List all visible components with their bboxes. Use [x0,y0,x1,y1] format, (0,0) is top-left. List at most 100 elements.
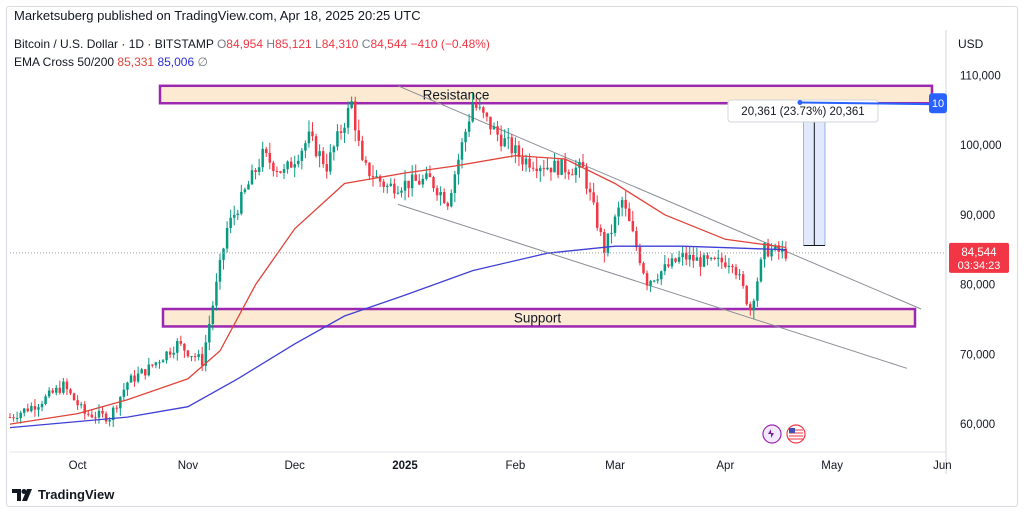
candle-body [368,162,371,177]
candle-body [183,343,186,351]
candle-body [489,116,492,130]
candle-body [613,216,617,233]
candle-body [553,160,556,173]
candle-body [510,137,514,154]
candle-body [58,387,62,393]
candle-body [236,213,240,215]
candle-body [314,136,318,157]
price-tag [949,242,1009,273]
candle-body [734,267,738,276]
trendline-lower [397,203,908,369]
candle-body [250,170,254,185]
candle-body [418,180,421,185]
candle-body [492,126,496,130]
candle-body [119,396,122,409]
candle-body [628,208,631,222]
candle-body [115,407,119,409]
candle-body [339,131,343,133]
candle-body [154,362,158,366]
candle-body [325,164,328,172]
candle-body [410,174,414,189]
close-value: 84,544 [370,37,408,51]
candle-body [151,364,154,366]
candle-body [556,160,560,175]
candle-body [247,184,250,190]
candle-body [521,156,524,165]
candle-body [777,245,780,252]
price-tag-value: 84,544 [961,247,997,259]
candle-body [588,188,592,193]
candle-body [610,232,613,234]
close-label: C [361,37,371,51]
candle-body [158,362,161,364]
candle-body [272,162,275,172]
candle-body [606,233,610,254]
candle-body [635,231,638,248]
candle-body [83,404,86,414]
candle-body [87,413,90,415]
candle-body [414,174,417,181]
candle-body [603,232,606,254]
candle-body [172,352,175,355]
candle-body [745,285,748,305]
candle-body [353,101,357,131]
candle-body [165,351,168,361]
y-tick-label: 100,000 [960,140,1002,152]
candle-body [190,356,193,358]
candle-body [101,410,104,414]
candle-body [400,190,403,193]
tradingview-logo[interactable]: TradingView [12,487,114,502]
candle-body [371,176,375,178]
candle-body [200,354,204,366]
candle-body [699,257,702,267]
candle-body [674,258,677,262]
open-label: O [216,37,227,51]
blue-level-anchor [797,100,803,106]
candle-body [638,247,642,264]
candle-body [94,417,97,419]
candle-body [97,410,101,418]
candle-body [763,242,766,260]
candle-body [76,400,79,406]
measure-tooltip-text: 20,361 (23.73%) 20,361 [741,106,864,118]
candle-body [578,161,581,168]
candle-body [336,131,339,147]
candle-body [179,341,183,344]
symbol-name[interactable]: Bitcoin / U.S. Dollar · 1D · BITSTAMP [14,37,214,51]
candle-body [403,180,407,191]
candle-body [482,107,485,113]
candle-body [574,167,578,176]
support-label: Support [514,311,562,326]
candle-body [770,249,773,257]
indicator-name[interactable]: EMA Cross 50/200 [14,55,115,69]
high-value: 85,121 [275,37,312,51]
candle-body [44,396,47,404]
y-tick-label: 60,000 [960,419,995,431]
candle-body [702,255,706,267]
x-tick-label: Mar [605,460,625,472]
candle-body [382,181,385,187]
currency-label[interactable]: USD [958,37,984,51]
candle-body [563,159,567,173]
candle-body [19,412,22,418]
candle-body [741,274,745,286]
candle-body [243,189,247,192]
candle-body [620,199,624,208]
candle-body [546,167,549,170]
x-tick-label: 2025 [392,460,418,472]
x-tick-label: Dec [284,460,305,472]
candle-body [357,130,361,141]
candle-body [439,192,442,196]
candle-body [79,404,83,406]
candle-body [759,259,763,282]
candle-body [724,262,727,267]
x-tick-label: Nov [178,460,199,472]
x-tick-label: Oct [69,460,88,472]
empty-set-icon: ∅ [197,55,208,69]
y-tick-label: 110,000 [960,70,1001,82]
tradingview-logo-icon [12,488,32,501]
indicator-legend: EMA Cross 50/200 85,331 85,006 ∅ [14,55,208,69]
candle-body [645,273,649,286]
high-label: H [266,37,276,51]
